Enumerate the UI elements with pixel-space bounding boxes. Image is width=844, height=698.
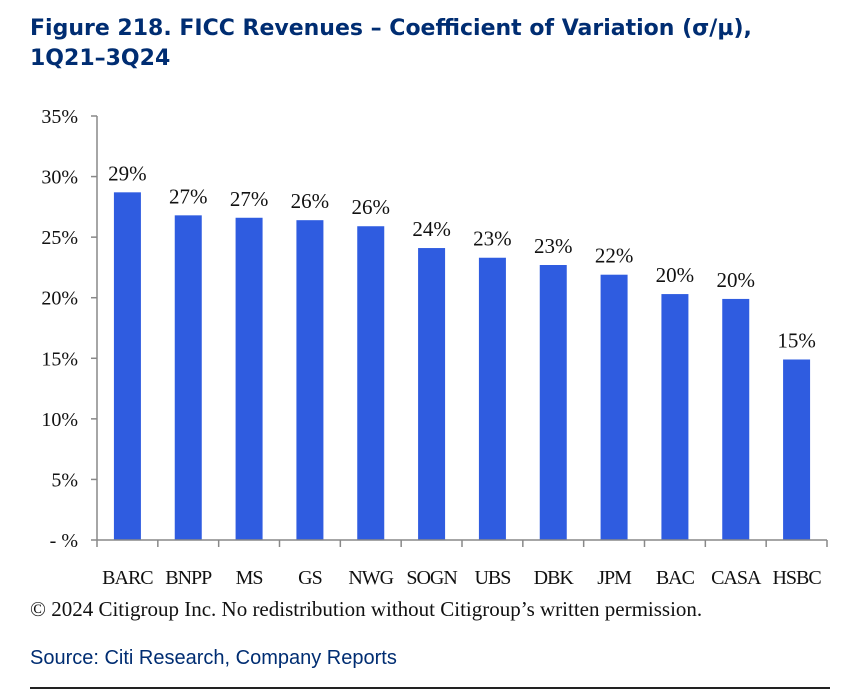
data-label: 23%	[534, 234, 573, 258]
x-tick-label: MS	[236, 567, 263, 589]
data-label: 22%	[595, 244, 634, 268]
data-label: 29%	[108, 161, 147, 185]
bar-jpm	[600, 274, 628, 540]
y-tick-label: 15%	[41, 348, 78, 370]
bar-chart: - %5%10%15%20%25%30%35% 29%27% 27% 26% 26%2…	[41, 106, 828, 589]
bar-bnpp	[174, 215, 202, 540]
bottom-rule	[30, 687, 830, 689]
bars: 29% 27% 27% 26% 26% 24% 23% 23% 22% 20% 20% 15%	[108, 161, 816, 541]
x-tick-label: BNPP	[165, 567, 212, 589]
bar-ubs	[478, 257, 506, 540]
bar-gs	[296, 220, 324, 540]
x-tick-label: DBK	[534, 567, 575, 589]
data-label: 26%	[291, 189, 330, 213]
y-tick-label: 30%	[41, 167, 78, 189]
bar-casa	[722, 298, 750, 540]
data-label: 26%	[352, 195, 391, 219]
bar-barc	[113, 192, 141, 540]
figure-title: Figure 218. FICC Revenues – Coefficient …	[30, 14, 830, 74]
data-label: 27%	[169, 184, 208, 208]
y-tick-label: - %	[50, 530, 78, 552]
x-tick-label: JPM	[597, 567, 632, 589]
bar-sogn	[418, 248, 446, 540]
x-tick-label: CASA	[711, 567, 762, 589]
data-label: 24%	[412, 217, 451, 241]
x-tick-label: BAC	[656, 567, 695, 589]
data-label: 20%	[717, 268, 756, 292]
source-note: Source: Citi Research, Company Reports	[30, 647, 397, 669]
figure-title-line-2: 1Q21–3Q24	[30, 46, 171, 71]
x-tick-label: GS	[298, 567, 322, 589]
x-axis-ticks: BARC BNPP MS GS NWG SOGN UBS DBK JPM BAC CASA HSBC	[96, 540, 828, 589]
y-tick-label: 10%	[41, 409, 78, 431]
data-label: 20%	[656, 263, 695, 287]
y-axis-ticks: - % 5% 10% 15% 20% 25% 30% 35%	[41, 106, 97, 552]
data-label: 15%	[777, 328, 816, 352]
y-tick-label: 5%	[51, 469, 78, 491]
bar-ms	[235, 217, 263, 540]
bar-hsbc	[783, 359, 811, 540]
copyright-notice: © 2024 Citigroup Inc. No redistribution …	[30, 597, 703, 621]
data-label: 27%	[230, 187, 269, 211]
x-tick-label: HSBC	[772, 567, 821, 589]
bar-dbk	[539, 265, 567, 540]
figure-title-line-1: Figure 218. FICC Revenues – Coefficient …	[30, 16, 752, 41]
x-tick-label: UBS	[474, 567, 510, 589]
y-tick-label: 25%	[41, 227, 78, 249]
x-tick-label: NWG	[348, 567, 393, 589]
y-tick-label: 35%	[41, 106, 78, 128]
x-tick-label: SOGN	[406, 567, 457, 589]
bar-nwg	[357, 226, 385, 541]
x-tick-label: BARC	[102, 567, 153, 589]
bar-bac	[661, 294, 689, 540]
data-label: 23%	[473, 227, 512, 251]
y-tick-label: 20%	[41, 288, 78, 310]
